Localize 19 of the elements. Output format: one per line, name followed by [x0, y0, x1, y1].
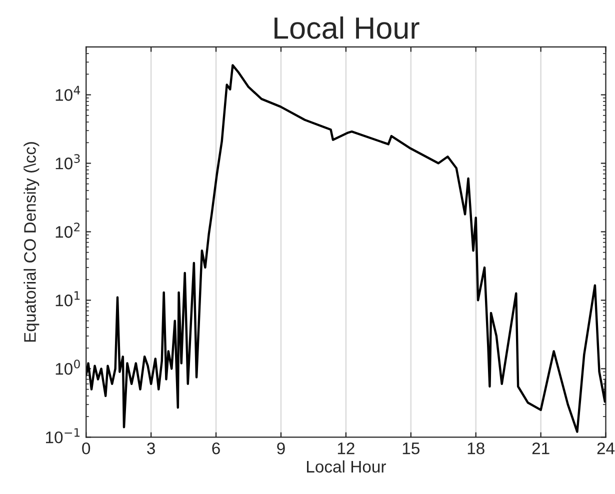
y-tick-label: 10$^{0}$	[56, 360, 80, 375]
y-tick-label: 10$^{−1}$	[46, 428, 80, 444]
line-series	[86, 64, 606, 433]
x-tick-label: 24	[597, 442, 615, 454]
y-tick-label: 10$^{2}$	[56, 222, 80, 238]
chart-title: Local Hour	[274, 16, 420, 39]
x-tick-label: 18	[468, 442, 484, 454]
y-tick-label: 10$^{1}$	[56, 291, 80, 306]
y-tick-label: 10$^{4}$	[56, 86, 80, 101]
x-tick-label: 9	[277, 442, 285, 454]
y-axis-title: Equatorial CO Density (\cc)	[24, 142, 40, 342]
x-tick-label: 3	[147, 442, 155, 454]
x-tick-label: 15	[402, 442, 420, 454]
x-tick-label: 0	[82, 442, 90, 454]
x-axis-title: Local Hour	[307, 460, 386, 473]
x-tick-label: 12	[338, 442, 354, 454]
y-tick-label: 10$^{3}$	[56, 154, 80, 170]
x-tick-label: 6	[212, 442, 220, 454]
x-tick-label: 21	[532, 442, 550, 454]
